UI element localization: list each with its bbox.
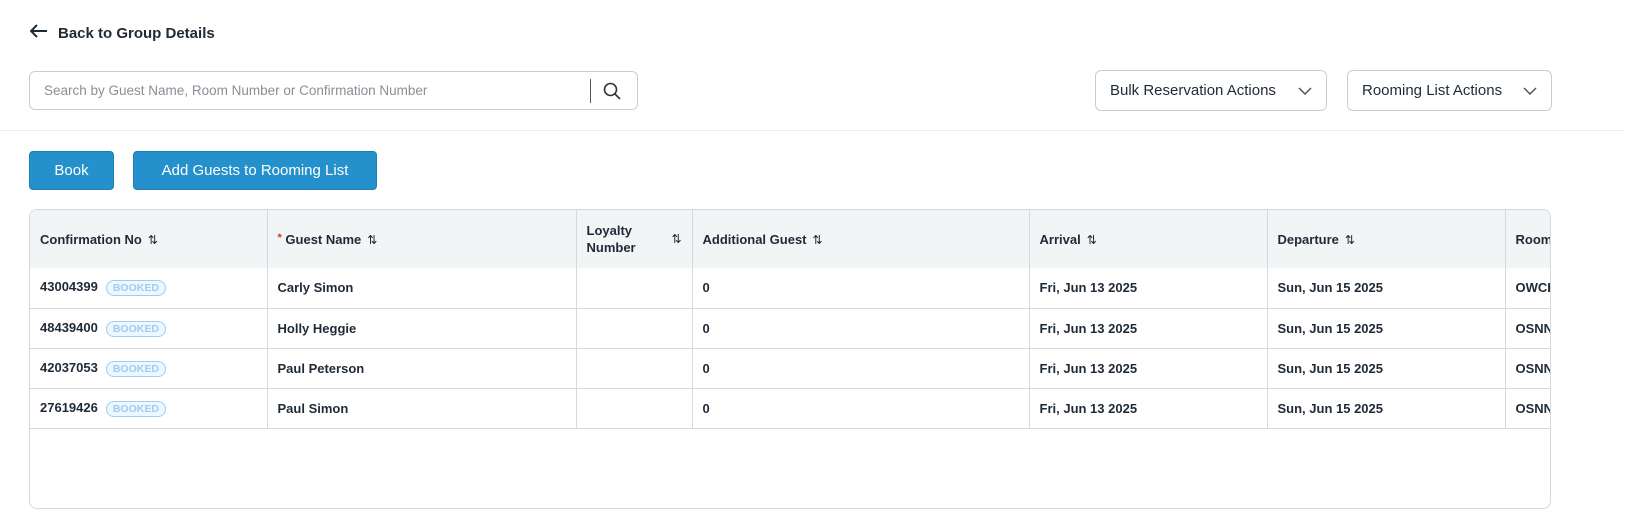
cell-guest-name[interactable]: Paul Peterson [267,348,577,389]
sort-icon[interactable]: ⇅ [367,232,378,247]
cell-confirmation: 42037053 BOOKED [30,348,268,389]
cell-guest-name[interactable]: Holly Heggie [267,308,577,349]
cell-departure: Sun, Jun 15 2025 [1267,388,1506,429]
column-confirmation[interactable]: Confirmation No ⇅ [30,210,268,268]
sort-icon[interactable]: ⇅ [812,232,823,247]
rooming-list-table: Confirmation No ⇅ * Guest Name ⇅ Loyalty Nu… [29,209,1551,509]
column-additional-guest[interactable]: Additional Guest ⇅ [692,210,1030,268]
rooming-list-actions-dropdown[interactable]: Rooming List Actions [1347,70,1552,111]
cell-departure: Sun, Jun 15 2025 [1267,348,1506,389]
cell-loyalty [576,348,693,389]
cell-room: OSNN [1505,308,1550,349]
table-row[interactable]: 27619426 BOOKED Paul Simon 0 Fri, Jun 13 … [30,388,1550,429]
cell-loyalty [576,268,693,309]
column-departure[interactable]: Departure ⇅ [1267,210,1506,268]
dropdown-label: Rooming List Actions [1362,82,1503,99]
cell-room: OSNN [1505,388,1550,429]
status-badge: BOOKED [105,400,166,417]
search-box [29,71,638,110]
column-arrival[interactable]: Arrival ⇅ [1029,210,1268,268]
table-row[interactable]: 48439400 BOOKED Holly Heggie 0 Fri, Jun 1… [30,308,1550,349]
add-guests-button[interactable]: Add Guests to Rooming List [133,151,377,190]
book-button[interactable]: Book [29,151,114,190]
back-label: Back to Group Details [58,24,215,42]
search-input[interactable] [30,72,590,109]
cell-additional-guest: 0 [692,388,1030,429]
cell-confirmation: 27619426 BOOKED [30,388,268,429]
cell-additional-guest: 0 [692,348,1030,389]
header-divider [0,130,1625,131]
back-link[interactable]: Back to Group Details [29,24,215,42]
dropdown-label: Bulk Reservation Actions [1110,82,1276,99]
status-badge: BOOKED [105,360,166,377]
cell-room: OSNN [1505,348,1550,389]
cell-departure: Sun, Jun 15 2025 [1267,308,1506,349]
status-badge: BOOKED [105,280,166,297]
cell-confirmation: 43004399 BOOKED [30,268,268,309]
search-divider [590,78,591,103]
cell-guest-name[interactable]: Carly Simon [267,268,577,309]
table-row[interactable]: 43004399 BOOKED Carly Simon 0 Fri, Jun 13… [30,268,1550,309]
sort-icon[interactable]: ⇅ [147,232,158,247]
sort-icon[interactable]: ⇅ [671,231,682,246]
chevron-down-icon [1523,82,1537,99]
cell-confirmation: 48439400 BOOKED [30,308,268,349]
sort-icon[interactable]: ⇅ [1086,232,1097,247]
cell-arrival: Fri, Jun 13 2025 [1029,308,1268,349]
arrow-left-icon [29,24,48,42]
cell-arrival: Fri, Jun 13 2025 [1029,268,1268,309]
cell-arrival: Fri, Jun 13 2025 [1029,388,1268,429]
sort-icon[interactable]: ⇅ [1344,232,1355,247]
cell-departure: Sun, Jun 15 2025 [1267,268,1506,309]
column-room[interactable]: Room [1505,210,1550,268]
cell-loyalty [576,388,693,429]
chevron-down-icon [1298,82,1312,99]
required-asterisk: * [277,231,282,244]
cell-loyalty [576,308,693,349]
cell-arrival: Fri, Jun 13 2025 [1029,348,1268,389]
cell-guest-name[interactable]: Paul Simon [267,388,577,429]
bulk-reservation-actions-dropdown[interactable]: Bulk Reservation Actions [1095,70,1327,111]
search-icon[interactable] [603,82,637,100]
column-guest-name[interactable]: * Guest Name ⇅ [267,210,577,268]
cell-additional-guest: 0 [692,268,1030,309]
table-row[interactable]: 42037053 BOOKED Paul Peterson 0 Fri, Jun … [30,348,1550,389]
cell-room: OWCI [1505,268,1550,309]
cell-additional-guest: 0 [692,308,1030,349]
column-loyalty[interactable]: Loyalty Number ⇅ [576,210,693,268]
status-badge: BOOKED [105,320,166,337]
